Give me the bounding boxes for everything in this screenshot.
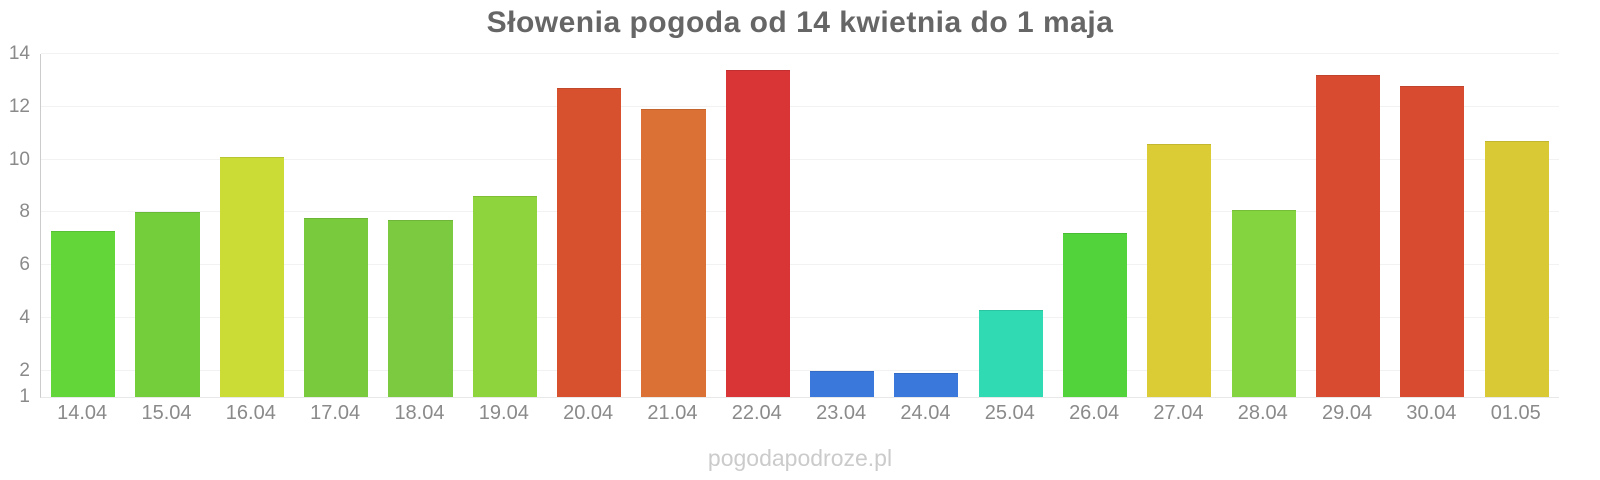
x-axis-label: 30.04 bbox=[1406, 402, 1457, 424]
bar-18.04[interactable] bbox=[388, 220, 453, 397]
plot-area bbox=[40, 53, 1559, 398]
x-axis-label: 26.04 bbox=[1069, 402, 1120, 424]
gridline bbox=[41, 53, 1559, 54]
bar-19.04[interactable] bbox=[472, 196, 537, 397]
y-axis-label: 8 bbox=[19, 201, 30, 223]
bar-column bbox=[969, 54, 1053, 397]
bars-row bbox=[41, 54, 1559, 397]
x-axis-label: 22.04 bbox=[731, 402, 782, 424]
bar-column bbox=[1053, 54, 1137, 397]
x-axis-label: 17.04 bbox=[310, 402, 361, 424]
x-axis-label: 27.04 bbox=[1153, 402, 1204, 424]
x-axis-label: 28.04 bbox=[1237, 402, 1288, 424]
x-axis: 14.04 15.04 16.04 17.04 18.04 19.04 20.04 21.04… bbox=[40, 402, 1558, 425]
bar-24.04[interactable] bbox=[894, 373, 959, 397]
x-axis-label: 21.04 bbox=[647, 402, 698, 424]
watermark: pogodapodroze.pl bbox=[707, 445, 893, 471]
bar-column bbox=[884, 54, 968, 397]
bar-column bbox=[463, 54, 547, 397]
y-axis-label: 1 bbox=[19, 386, 30, 407]
bar-15.04[interactable] bbox=[135, 212, 200, 397]
gridline bbox=[41, 158, 1559, 160]
y-axis-label: 12 bbox=[8, 95, 30, 117]
x-axis-label: 16.04 bbox=[225, 402, 276, 424]
x-axis-label: 20.04 bbox=[563, 402, 614, 424]
x-axis-label: 14.04 bbox=[57, 402, 108, 424]
gridline bbox=[41, 105, 1559, 107]
x-axis-label: 24.04 bbox=[900, 402, 951, 424]
bar-column bbox=[210, 54, 294, 397]
x-axis-label: 19.04 bbox=[478, 402, 529, 424]
bar-column bbox=[800, 54, 884, 397]
y-axis-label: 6 bbox=[19, 254, 30, 276]
bar-column bbox=[41, 54, 125, 397]
x-axis-label: 15.04 bbox=[141, 402, 192, 424]
bar-column bbox=[1137, 54, 1221, 397]
bar-16.04[interactable] bbox=[219, 156, 284, 397]
bar-30.04[interactable] bbox=[1400, 85, 1465, 397]
y-axis-label: 2 bbox=[19, 359, 30, 381]
bar-20.04[interactable] bbox=[557, 88, 622, 397]
x-axis-label: 23.04 bbox=[816, 402, 867, 424]
bar-column bbox=[716, 54, 800, 397]
bar-column bbox=[547, 54, 631, 397]
gridline bbox=[41, 316, 1559, 318]
bar-column bbox=[1390, 54, 1474, 397]
y-axis-label: 10 bbox=[8, 148, 30, 170]
y-axis: 1 2 4 6 8 10 12 14 bbox=[0, 43, 34, 407]
bar-22.04[interactable] bbox=[725, 69, 790, 397]
bar-23.04[interactable] bbox=[810, 370, 875, 397]
bar-25.04[interactable] bbox=[978, 309, 1043, 397]
gridline bbox=[41, 211, 1559, 213]
bar-01.05[interactable] bbox=[1484, 141, 1549, 397]
x-axis-label: 25.04 bbox=[984, 402, 1035, 424]
bar-14.04[interactable] bbox=[51, 230, 116, 397]
gridline bbox=[41, 264, 1559, 266]
bar-column bbox=[1475, 54, 1559, 397]
bar-column bbox=[294, 54, 378, 397]
bar-28.04[interactable] bbox=[1231, 209, 1296, 397]
bar-27.04[interactable] bbox=[1147, 143, 1212, 397]
bar-column bbox=[378, 54, 462, 397]
gridline bbox=[41, 369, 1559, 371]
bar-29.04[interactable] bbox=[1316, 75, 1381, 397]
bar-21.04[interactable] bbox=[641, 109, 706, 397]
bar-column bbox=[1222, 54, 1306, 397]
y-axis-label: 14 bbox=[8, 43, 30, 64]
bar-column bbox=[631, 54, 715, 397]
bar-26.04[interactable] bbox=[1063, 233, 1128, 397]
x-axis-label: 18.04 bbox=[394, 402, 445, 424]
chart-title: Słowenia pogoda od 14 kwietnia do 1 maja bbox=[486, 6, 1114, 39]
x-axis-label: 29.04 bbox=[1322, 402, 1373, 424]
bar-column bbox=[1306, 54, 1390, 397]
bar-column bbox=[125, 54, 209, 397]
x-axis-label: 01.05 bbox=[1490, 402, 1541, 424]
bar-17.04[interactable] bbox=[304, 217, 369, 397]
y-axis-label: 4 bbox=[19, 306, 30, 328]
